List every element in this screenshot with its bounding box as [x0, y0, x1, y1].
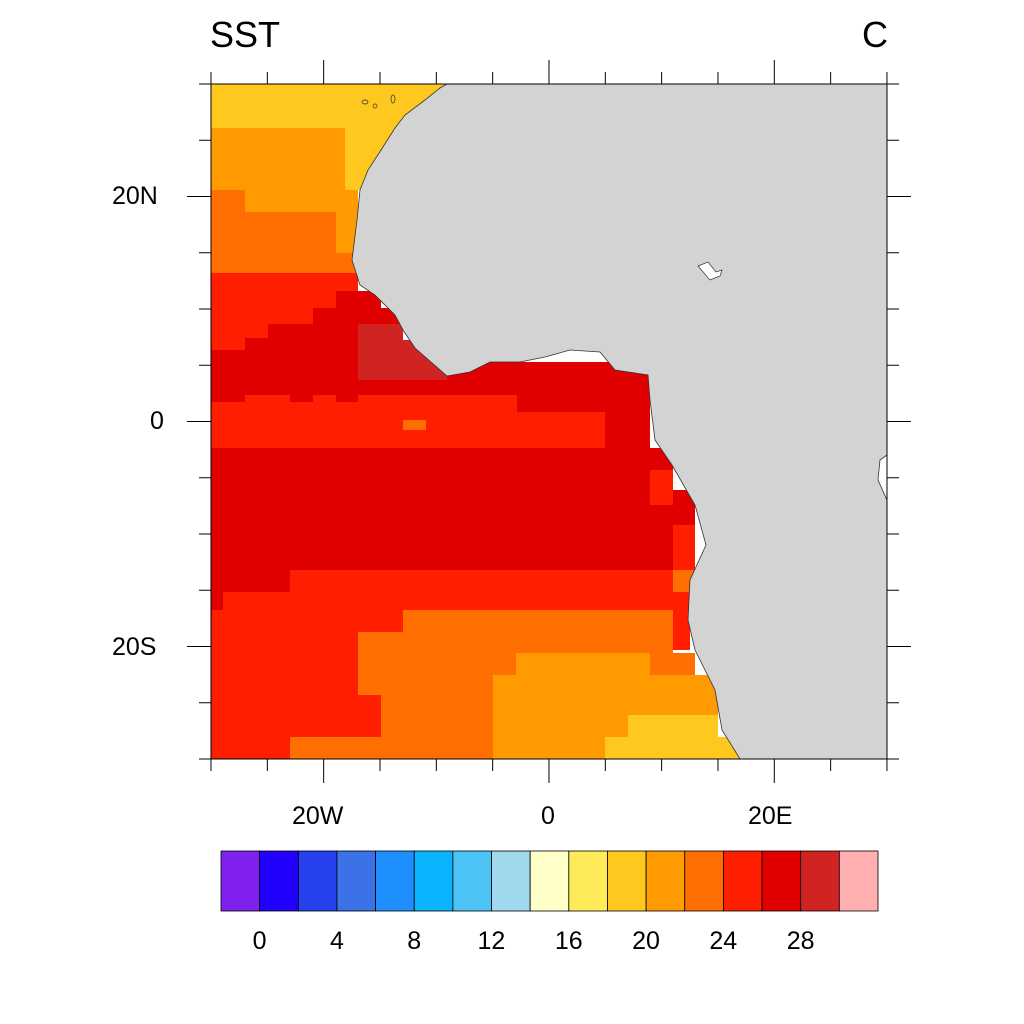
- island: [361, 99, 369, 105]
- sst-cell: [290, 570, 673, 592]
- lake: [697, 261, 723, 281]
- colorbar-label: 12: [477, 927, 506, 955]
- lat-label-0: 0: [150, 407, 164, 435]
- sst-cell: [290, 737, 493, 759]
- units-label: C: [862, 14, 888, 55]
- colorbar-label: 20: [632, 927, 660, 955]
- sst-cell: [605, 412, 650, 448]
- sst-cell: [245, 338, 358, 350]
- colorbar-box: [297, 850, 338, 912]
- sst-cell: [628, 715, 718, 737]
- sst-cell: [211, 273, 358, 291]
- sst-cell: [211, 448, 673, 570]
- plot-title: SST: [210, 14, 281, 55]
- lon-label-0: 0: [541, 802, 555, 830]
- island: [372, 103, 378, 109]
- sst-cell: [336, 395, 358, 402]
- colorbar-box: [684, 850, 724, 912]
- sst-cell: [358, 653, 516, 675]
- island: [390, 94, 396, 104]
- sst-cell: [650, 470, 673, 505]
- lon-label-20w: 20W: [292, 802, 344, 830]
- sst-cell: [268, 324, 358, 338]
- sst-cell: [211, 190, 245, 212]
- sst-cell: [211, 570, 290, 592]
- lat-label-20s: 20S: [112, 633, 157, 661]
- colorbar-box: [413, 850, 454, 912]
- lon-label-20e: 20E: [748, 802, 793, 830]
- sst-cell: [673, 592, 690, 650]
- colorbar-box: [529, 850, 570, 912]
- colorbar-label: 28: [786, 927, 815, 955]
- colorbar-box: [838, 850, 879, 912]
- sst-cell: [358, 324, 403, 380]
- colorbar-label: 8: [407, 927, 422, 955]
- colorbar-box: [568, 850, 608, 912]
- colorbar-label: 24: [709, 927, 738, 955]
- colorbar-box: [336, 850, 376, 912]
- sst-cell: [605, 737, 740, 759]
- sst-cell: [211, 753, 290, 759]
- sst-cell: [211, 395, 245, 402]
- colorbar-box: [259, 850, 299, 912]
- colorbar-box: [723, 850, 763, 912]
- colorbar-box: [800, 850, 840, 912]
- colorbar-label: 16: [554, 927, 583, 955]
- sst-cell: [517, 395, 650, 412]
- sst-cell: [516, 653, 650, 675]
- sst-cell: [211, 253, 358, 273]
- sst-cell: [673, 525, 695, 570]
- sst-cell: [211, 128, 345, 190]
- sst-cell: [336, 212, 358, 253]
- colorbar-label: 4: [329, 927, 344, 955]
- sst-cell: [336, 291, 381, 308]
- colorbar-box: [491, 850, 531, 912]
- sst-cell: [211, 592, 673, 610]
- sst-cell: [673, 490, 695, 525]
- sst-cell: [403, 420, 426, 430]
- colorbar-label: 0: [252, 927, 267, 955]
- colorbar-box: [452, 850, 492, 912]
- colorbar-box: [220, 850, 261, 912]
- sst-cell: [403, 610, 673, 653]
- colorbar-box: [761, 850, 802, 912]
- lat-label-20n: 20N: [112, 182, 158, 210]
- colorbar-box: [375, 850, 415, 912]
- colorbar-box: [645, 850, 686, 912]
- sst-cell: [245, 190, 358, 212]
- sst-cell: [211, 212, 336, 253]
- sst-cell: [650, 653, 695, 675]
- sst-cell: [211, 592, 223, 610]
- sst-cell: [290, 395, 313, 402]
- colorbar-box: [607, 850, 647, 912]
- sst-cell: [381, 675, 493, 737]
